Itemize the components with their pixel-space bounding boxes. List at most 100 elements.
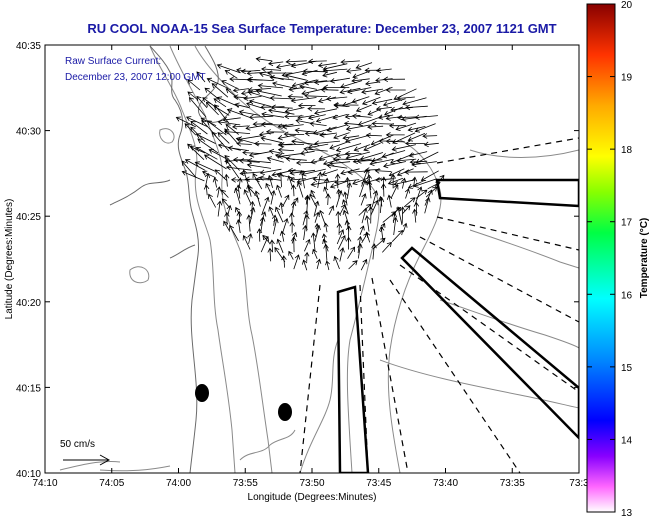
current-vector <box>322 67 348 74</box>
current-vector <box>344 176 351 189</box>
current-vector <box>402 205 411 215</box>
current-vector <box>347 87 372 95</box>
current-vector <box>345 236 352 250</box>
current-vector <box>323 222 329 233</box>
current-vector <box>272 217 279 235</box>
current-vector <box>208 193 217 208</box>
annotation-line-2: December 23, 2007 12:00 GMT <box>65 72 206 83</box>
current-vector <box>411 161 437 168</box>
current-vector <box>277 152 304 159</box>
current-vector <box>235 206 241 217</box>
y-axis-label: Latitude (Degrees:Minutes) <box>4 199 15 320</box>
current-vector <box>248 99 272 107</box>
current-vector <box>271 214 278 226</box>
current-vector <box>407 126 426 133</box>
current-vector <box>204 172 211 187</box>
current-vector <box>363 142 381 152</box>
colorbar-tick-label: 13 <box>621 508 633 518</box>
current-vector <box>275 206 284 223</box>
current-vector <box>278 202 285 214</box>
current-vector <box>372 237 386 250</box>
x-tick-label: 74:05 <box>99 478 124 489</box>
current-vector <box>267 174 273 189</box>
current-vector <box>361 88 384 95</box>
current-vector <box>205 101 219 116</box>
current-vector <box>313 200 320 217</box>
current-vector <box>281 217 289 234</box>
current-vector <box>185 116 209 128</box>
colorbar-ticks: 13 14 15 16 17 18 19 20 <box>587 0 633 518</box>
current-vector <box>303 146 328 152</box>
current-vector <box>346 68 362 74</box>
current-vector <box>270 104 293 111</box>
current-vector <box>214 169 228 181</box>
current-vector <box>290 97 317 104</box>
current-vector <box>365 80 381 87</box>
current-vector <box>268 206 274 217</box>
surface-current-vectors <box>175 56 445 271</box>
colorbar-tick-label: 18 <box>621 145 633 156</box>
current-vector <box>290 184 297 197</box>
current-vector <box>375 67 392 74</box>
current-vector <box>302 68 328 75</box>
current-vector <box>309 121 327 127</box>
current-vector <box>308 114 326 121</box>
current-vector <box>246 158 271 164</box>
current-vector <box>310 232 317 251</box>
x-axis-label: Longitude (Degrees:Minutes) <box>248 492 377 503</box>
current-vector <box>232 87 249 93</box>
current-vector <box>267 70 293 76</box>
current-vector <box>290 60 317 69</box>
current-vector <box>277 147 294 153</box>
current-vector <box>211 83 229 98</box>
colorbar-tick-label: 17 <box>621 218 633 229</box>
x-tick-label: 73:50 <box>299 478 324 489</box>
bold-outline-regions <box>336 178 579 473</box>
current-vector <box>290 200 297 215</box>
current-vector <box>246 214 252 232</box>
current-vector <box>401 177 407 189</box>
current-vector <box>412 208 418 223</box>
current-vector <box>351 96 370 104</box>
current-vector <box>216 186 222 198</box>
current-vector <box>378 196 385 214</box>
current-vector <box>407 179 426 189</box>
current-vector <box>310 180 337 187</box>
current-vector <box>259 131 274 137</box>
current-vector <box>371 243 377 260</box>
current-vector <box>304 93 328 99</box>
current-vector <box>414 114 438 120</box>
current-vector <box>195 147 218 160</box>
current-vector <box>351 113 372 119</box>
x-tick-label: 73:45 <box>366 478 391 489</box>
current-vector <box>223 173 230 187</box>
current-vector <box>323 186 329 197</box>
current-vector <box>345 124 370 132</box>
current-vector <box>397 114 417 121</box>
current-vector <box>310 189 316 199</box>
current-vector <box>256 228 263 242</box>
current-vector <box>366 180 373 199</box>
current-vector <box>247 233 253 244</box>
colorbar-gradient <box>586 3 616 513</box>
y-tick-label: 40:35 <box>16 41 41 52</box>
current-vector <box>269 75 294 81</box>
colorbar: 13 14 15 16 17 18 19 20 Temperature (°C) <box>586 0 650 518</box>
current-vector <box>214 104 230 124</box>
current-vector <box>405 140 426 147</box>
current-vector <box>323 243 329 261</box>
current-vector <box>246 162 272 169</box>
current-vector <box>382 98 406 107</box>
current-vector <box>314 224 321 242</box>
x-tick-label: 74:10 <box>32 478 57 489</box>
current-vector <box>342 191 349 206</box>
current-vector <box>396 157 417 164</box>
current-vector <box>289 176 306 183</box>
scale-label: 50 cm/s <box>60 439 95 450</box>
current-vector <box>217 132 230 144</box>
current-vector <box>265 129 285 135</box>
current-vector <box>211 131 230 152</box>
current-vector <box>388 122 406 129</box>
current-vector <box>357 243 363 259</box>
current-vector <box>304 238 311 252</box>
